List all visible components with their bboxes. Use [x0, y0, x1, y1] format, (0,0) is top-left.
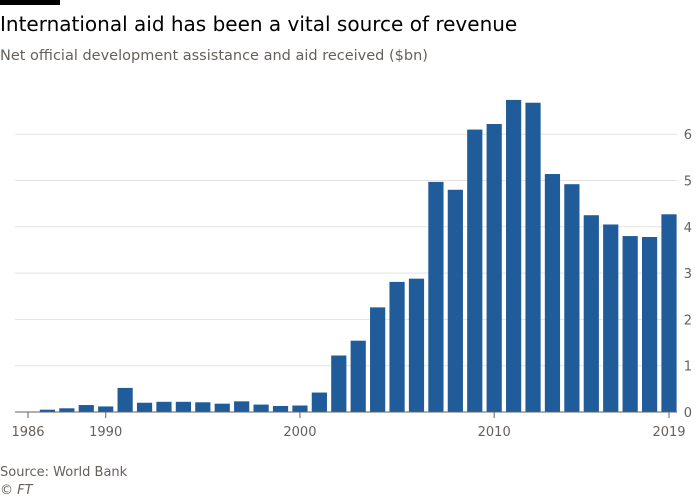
bar-1989: [78, 405, 94, 412]
bar-2001: [311, 392, 327, 412]
bar-1998: [253, 404, 269, 412]
ft-top-rule: [0, 0, 60, 5]
bar-1999: [272, 405, 289, 412]
bar-1996: [214, 403, 230, 412]
bar-1992: [136, 402, 153, 412]
y-tick-label: 5: [684, 175, 692, 190]
bar-2009: [467, 129, 483, 412]
bar-1995: [195, 402, 211, 412]
y-tick-label: 1: [684, 360, 692, 375]
bar-1987: [39, 409, 56, 412]
bar-2019: [661, 214, 677, 412]
x-tick-label: 2000: [283, 425, 316, 440]
bar-2010: [486, 124, 502, 412]
y-tick-label: 3: [684, 267, 692, 282]
chart-title: International aid has been a vital sourc…: [0, 12, 518, 36]
bar-2012: [525, 102, 541, 412]
bar-2018: [641, 236, 658, 412]
bar-1988: [59, 408, 75, 412]
bar-2015: [583, 215, 599, 412]
bar-2003: [350, 340, 366, 412]
axes: 0 1 2 3 4 5 6 1986 1990 2000 2010 2019: [11, 128, 692, 440]
x-tick-label: 1986: [11, 425, 44, 440]
x-tick-label: 2019: [652, 425, 685, 440]
bar-2013: [544, 174, 561, 412]
bar-1993: [156, 401, 172, 412]
bar-2011: [506, 99, 522, 413]
source-note: Source: World Bank: [0, 465, 128, 480]
bar-2008: [447, 189, 463, 412]
y-tick-label: 0: [684, 406, 692, 421]
x-tick-label: 2010: [478, 425, 511, 440]
bar-2002: [331, 355, 347, 412]
y-tick-label: 6: [684, 128, 692, 143]
copyright-credit: © FT: [0, 483, 33, 498]
bars: [39, 99, 677, 413]
chart-subtitle: Net official development assistance and …: [0, 48, 428, 64]
y-tick-label: 4: [684, 221, 692, 236]
bar-2017: [622, 236, 638, 412]
x-tick-label: 1990: [89, 425, 122, 440]
bar-1990: [98, 406, 114, 412]
bar-1997: [234, 401, 250, 412]
bar-1994: [175, 401, 191, 412]
bar-chart: 0 1 2 3 4 5 6 1986 1990 2000 2010 2019: [11, 99, 692, 440]
bar-2014: [564, 184, 580, 412]
bar-2007: [428, 181, 444, 412]
y-tick-label: 2: [684, 313, 692, 328]
bar-2016: [603, 224, 619, 412]
bar-2000: [292, 405, 308, 412]
bar-1991: [117, 387, 133, 412]
bar-2004: [370, 307, 386, 412]
bar-2005: [389, 281, 405, 412]
bar-2006: [408, 278, 425, 412]
